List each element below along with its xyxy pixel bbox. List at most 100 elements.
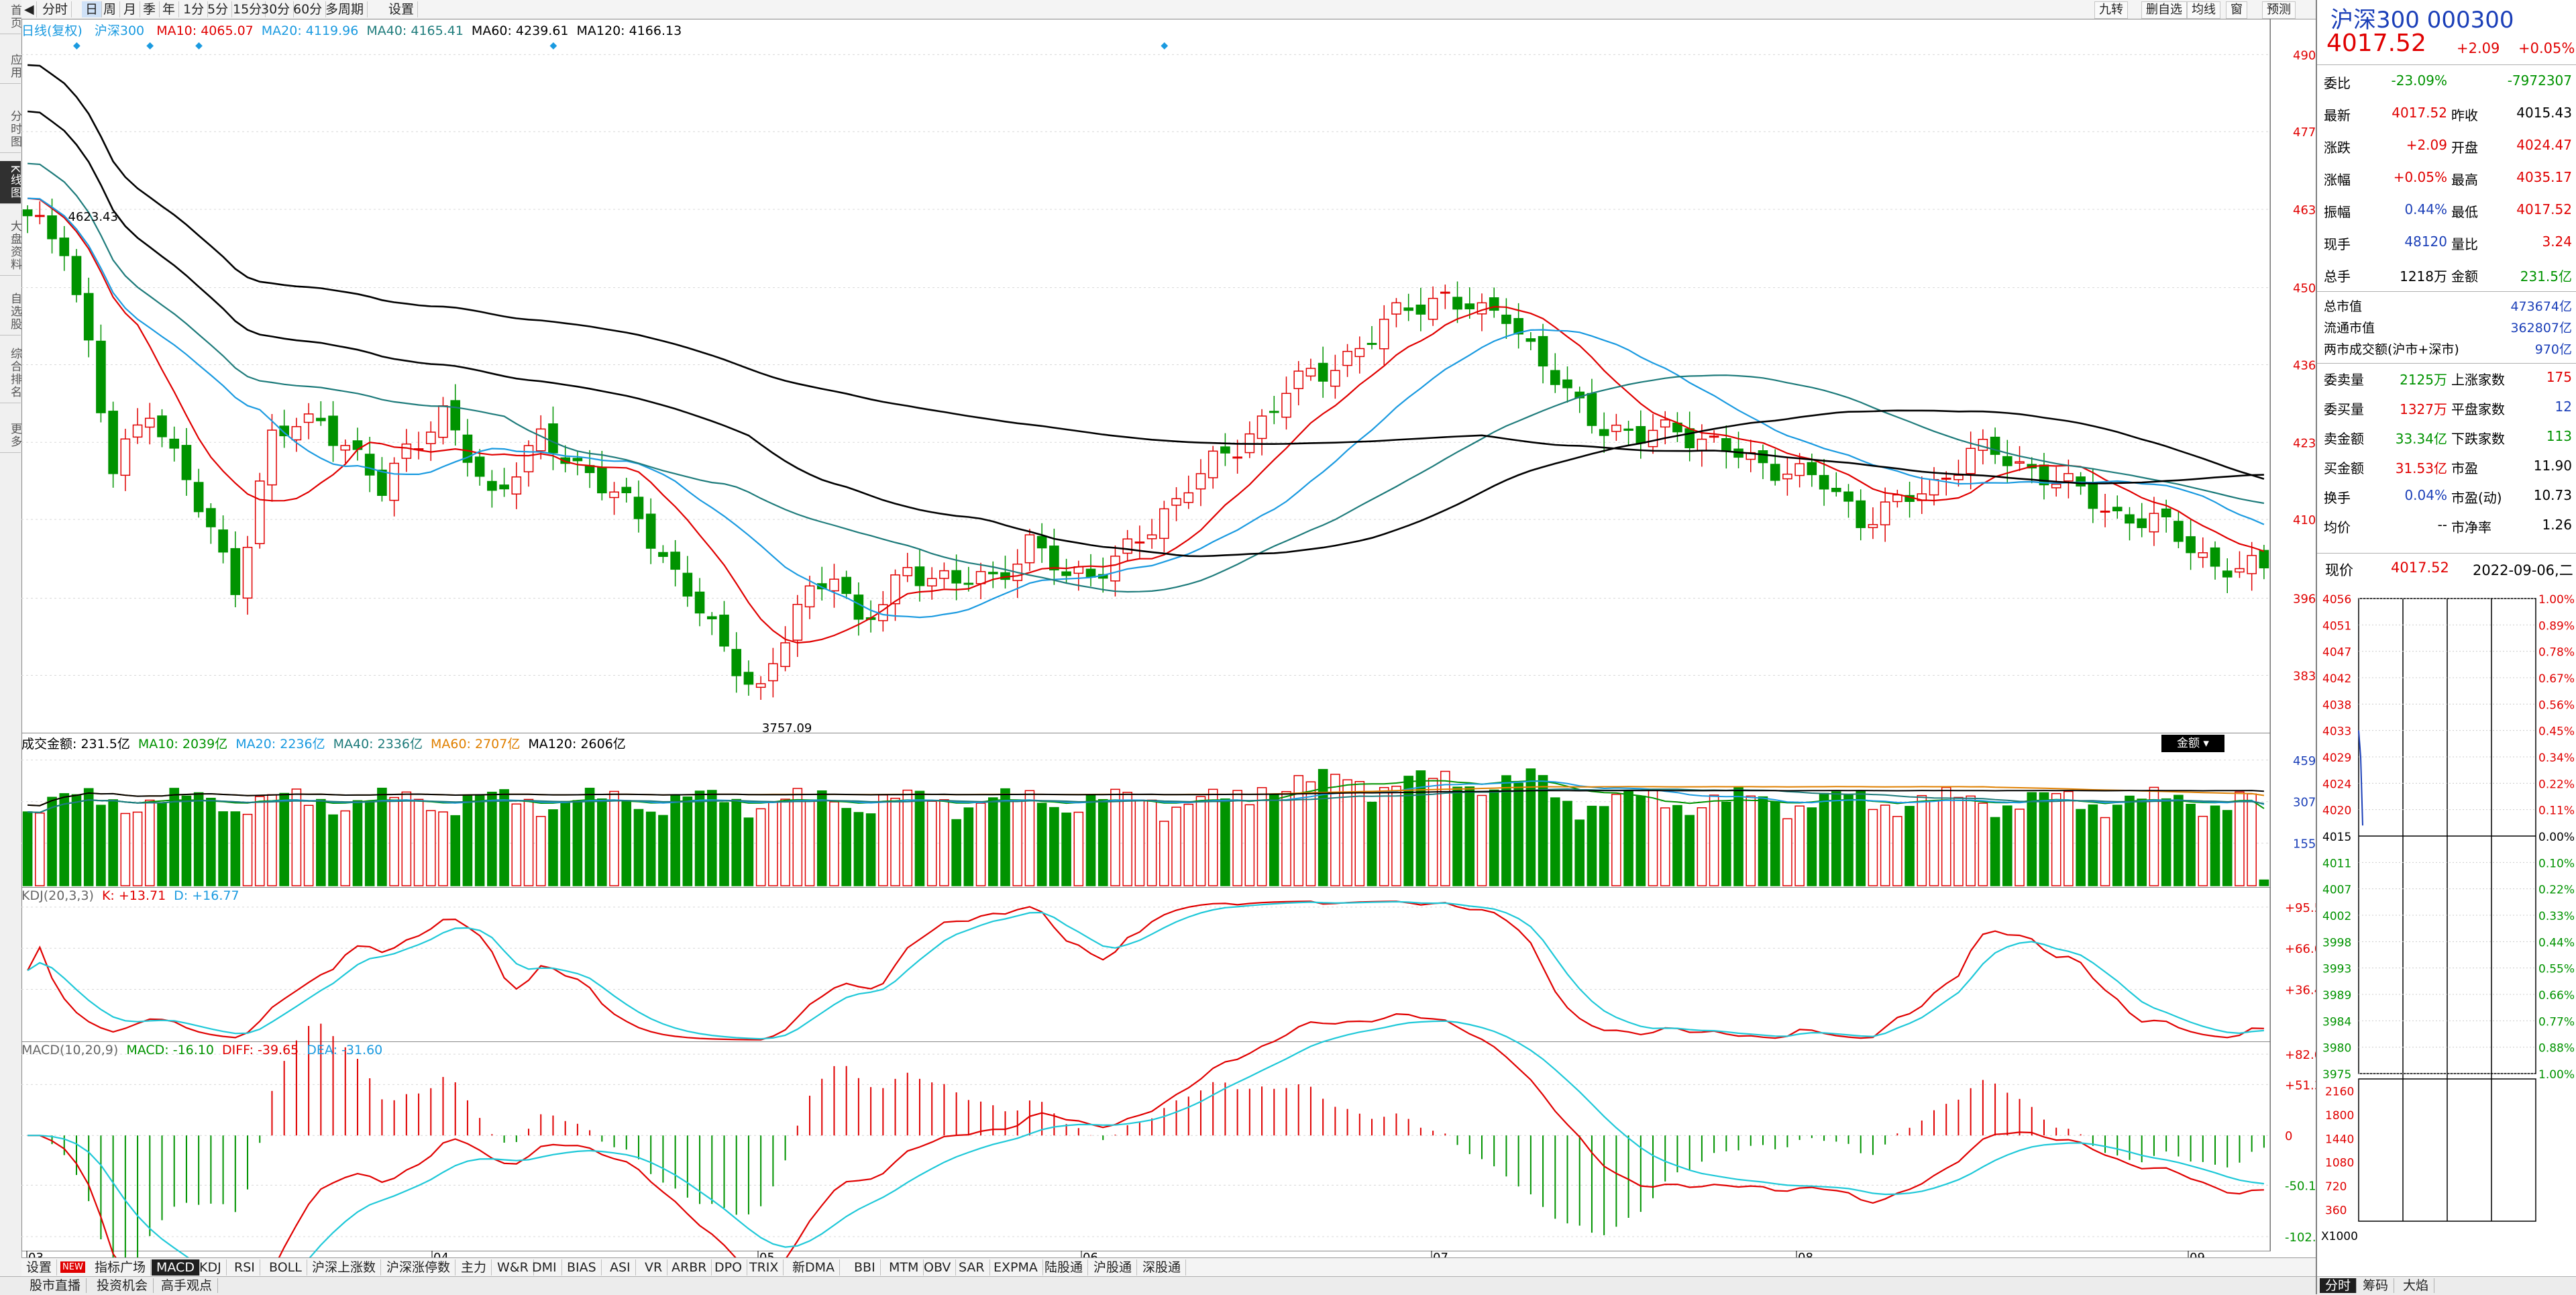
- indicator-tab[interactable]: VR: [640, 1259, 668, 1276]
- period-7[interactable]: 5分: [204, 1, 233, 17]
- candle-body: [2174, 521, 2184, 542]
- candle-body: [829, 578, 839, 592]
- volume-bar: [1684, 815, 1695, 886]
- period-4[interactable]: 季: [140, 1, 160, 17]
- indicator-tab[interactable]: DMI: [527, 1259, 562, 1276]
- indicator-tab[interactable]: 深股通: [1138, 1259, 1187, 1276]
- volume-tick-label: 1556: [2293, 837, 2316, 851]
- legend-item: DEA: -31.60: [307, 1043, 383, 1057]
- candle-body: [1770, 464, 1780, 481]
- period-12[interactable]: 设置: [385, 1, 419, 17]
- indicator-tab[interactable]: W&R: [492, 1259, 534, 1276]
- volume-bar: [1452, 786, 1462, 886]
- indicator-tab[interactable]: BOLL: [264, 1259, 307, 1276]
- minichart-volume-tick: 2160: [2325, 1086, 2354, 1099]
- indicator-tab[interactable]: OBV: [919, 1259, 957, 1276]
- status-bar: 股市直播 投资机会 高手观点: [0, 1276, 2316, 1295]
- left-tab-3[interactable]: K线图: [0, 161, 21, 205]
- volume-bar: [401, 791, 412, 886]
- status-tab[interactable]: 高手观点: [156, 1278, 219, 1293]
- candle-body: [1623, 428, 1633, 431]
- minichart-volume-unit: X1000: [2321, 1230, 2358, 1243]
- candle-body: [2259, 550, 2269, 569]
- volume-bar: [364, 801, 375, 886]
- indicator-tab[interactable]: 沪深上涨数: [307, 1259, 382, 1276]
- status-tab[interactable]: 股市直播: [24, 1278, 87, 1293]
- left-tab-1[interactable]: 应用: [0, 50, 21, 84]
- left-tab-6[interactable]: 综合排名: [0, 344, 21, 403]
- market-field-label: 两市成交额(沪市+深市): [2324, 342, 2459, 357]
- period-8[interactable]: 15分: [229, 1, 266, 17]
- period-5[interactable]: 年: [159, 1, 180, 17]
- indicator-tab[interactable]: BIAS: [562, 1259, 602, 1276]
- candle-body: [2002, 456, 2012, 466]
- left-tab-2[interactable]: 分时图: [0, 106, 21, 153]
- quote-field-value: 11.90: [2533, 458, 2572, 474]
- volume-bar: [1256, 787, 1267, 886]
- period-11[interactable]: 多周期: [322, 1, 368, 17]
- macd-tick-label: -102.1: [2285, 1231, 2316, 1245]
- indicator-tab[interactable]: TRIX: [745, 1259, 784, 1276]
- volume-bar: [548, 809, 558, 886]
- toolbar-btn-3[interactable]: 窗: [2226, 1, 2247, 19]
- volume-bar: [120, 813, 131, 886]
- indicator-tab[interactable]: EXPMA: [989, 1259, 1043, 1276]
- candle-body: [1208, 450, 1218, 478]
- indicator-tab[interactable]: MACD: [152, 1259, 200, 1276]
- toolbar-btn-4[interactable]: 预测: [2262, 1, 2296, 19]
- candle-body: [450, 400, 461, 431]
- indicator-tab[interactable]: 主力: [456, 1259, 492, 1276]
- quote-panel-tab[interactable]: 大焰: [2398, 1278, 2435, 1293]
- quote-field-label: 委买量: [2324, 401, 2364, 417]
- indicator-tab[interactable]: DPO: [710, 1259, 748, 1276]
- indicator-tab[interactable]: 沪深涨停数: [382, 1259, 456, 1276]
- indicator-tab[interactable]: SAR: [954, 1259, 990, 1276]
- indicator-tab[interactable]: 指标广场: [90, 1259, 152, 1276]
- toolbar-btn-1[interactable]: 删自选: [2141, 1, 2187, 19]
- toolbar-btn-2[interactable]: 均线: [2187, 1, 2220, 19]
- quote-field-label: 市净率: [2451, 519, 2491, 535]
- indicator-tab[interactable]: 陆股通: [1040, 1259, 1089, 1276]
- left-tab-4[interactable]: 大盘资料: [0, 216, 21, 276]
- candle-body: [47, 215, 57, 240]
- indicator-tab[interactable]: 沪股通: [1089, 1259, 1138, 1276]
- indicator-tab[interactable]: 新DMA: [788, 1259, 841, 1276]
- minichart-price-tick: 4002: [2322, 910, 2351, 923]
- indicator-tab[interactable]: KDJ: [195, 1259, 227, 1276]
- quote-field-label: 量比: [2451, 236, 2478, 252]
- quote-panel-tab[interactable]: 分时: [2320, 1278, 2357, 1293]
- indicator-tab[interactable]: 设置: [21, 1259, 58, 1276]
- indicator-tab[interactable]: BBI: [849, 1259, 881, 1276]
- left-tab-5[interactable]: 自选股: [0, 289, 21, 335]
- volume-bar: [1293, 775, 1304, 886]
- quote-panel-tab[interactable]: 筹码: [2357, 1278, 2395, 1293]
- left-tab-0[interactable]: 首页: [0, 0, 21, 34]
- toolbar-btn-0[interactable]: 九转: [2094, 1, 2128, 19]
- period-6[interactable]: 1分: [180, 1, 209, 17]
- current-price-label: 现价: [2325, 562, 2353, 578]
- period-10[interactable]: 60分: [290, 1, 327, 17]
- indicator-tab[interactable]: ARBR: [667, 1259, 712, 1276]
- volume-bar: [2235, 791, 2245, 886]
- candle-body: [1978, 439, 1988, 451]
- period-1[interactable]: 日: [82, 1, 103, 17]
- period-0[interactable]: 分时: [39, 1, 72, 17]
- period-3[interactable]: 月: [120, 1, 141, 17]
- indicator-tab[interactable]: RSI: [229, 1259, 260, 1276]
- volume-mode-badge[interactable]: 金额 ▾: [2161, 735, 2224, 752]
- candle-body: [1758, 450, 1768, 464]
- period-2[interactable]: 周: [100, 1, 121, 17]
- status-tab[interactable]: 投资机会: [91, 1278, 154, 1293]
- period-9[interactable]: 30分: [258, 1, 294, 17]
- minichart-pct-tick: 0.33%: [2538, 910, 2575, 923]
- legend-item: DIFF: -39.65: [221, 1043, 299, 1057]
- left-tab-7[interactable]: 更多: [0, 419, 21, 453]
- candle-body: [193, 482, 204, 513]
- volume-bar: [1770, 801, 1780, 886]
- indicator-tab[interactable]: ASI: [605, 1259, 636, 1276]
- toolbar-prev-arrow[interactable]: ◀: [21, 1, 37, 17]
- volume-bar: [169, 788, 180, 886]
- indicator-tab[interactable]: MTM: [884, 1259, 924, 1276]
- volume-bar: [633, 809, 644, 886]
- candle-body: [1403, 307, 1413, 311]
